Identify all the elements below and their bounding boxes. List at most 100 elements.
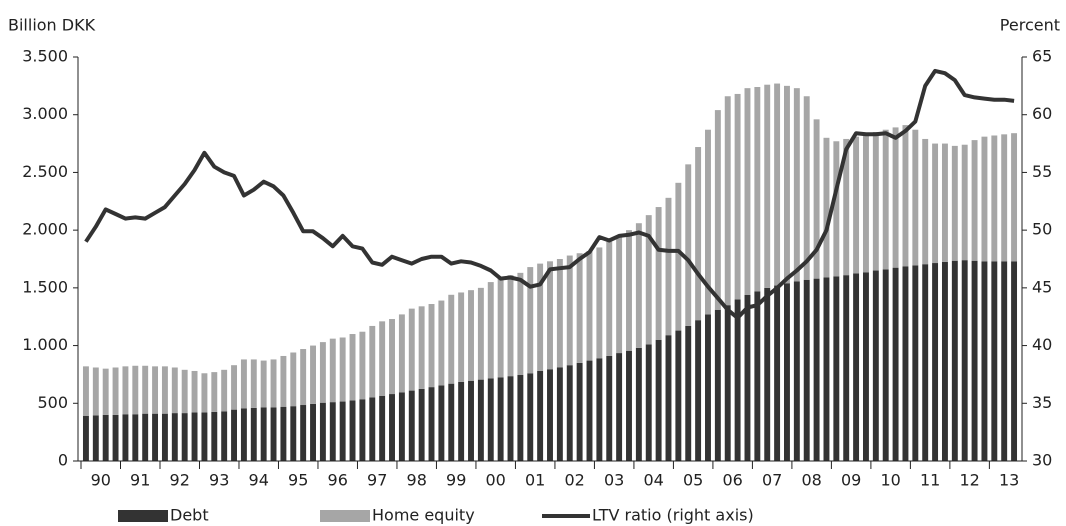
bar	[764, 84, 771, 288]
bar	[991, 261, 998, 461]
bar	[250, 407, 257, 461]
x-tick-label: 94	[249, 471, 269, 490]
y2-axis-title: Percent	[1000, 16, 1060, 35]
bar	[941, 143, 948, 262]
bar	[418, 306, 425, 389]
bar	[102, 414, 109, 461]
bar	[675, 182, 682, 331]
x-tick-label: 03	[604, 471, 624, 490]
bar	[606, 241, 613, 356]
bar	[813, 278, 820, 461]
bar	[853, 136, 860, 274]
bar	[635, 223, 642, 348]
bar	[872, 132, 879, 271]
bar	[152, 413, 159, 461]
bar	[112, 367, 119, 415]
y-tick-label: 3.000	[22, 104, 68, 123]
bar	[349, 334, 356, 401]
x-tick-label: 91	[130, 471, 150, 490]
bar	[132, 365, 139, 415]
bar	[744, 88, 751, 295]
x-tick-label: 98	[407, 471, 427, 490]
bar	[448, 294, 455, 384]
bar	[665, 197, 672, 336]
bar	[754, 291, 761, 461]
bar	[556, 367, 563, 461]
x-tick-label: 05	[683, 471, 703, 490]
bar	[152, 366, 159, 414]
bar	[231, 365, 238, 410]
bar	[843, 275, 850, 461]
bar	[922, 138, 929, 265]
bar	[250, 359, 257, 408]
bar	[171, 413, 178, 461]
bar	[507, 275, 514, 377]
bar	[606, 355, 613, 461]
bar	[951, 260, 958, 461]
bar	[1011, 133, 1018, 262]
bar	[675, 330, 682, 461]
bar	[477, 287, 484, 380]
bar	[231, 409, 238, 461]
bar	[685, 164, 692, 326]
bar	[596, 358, 603, 461]
bar	[724, 96, 731, 306]
bar	[823, 137, 830, 278]
bar	[862, 272, 869, 461]
bar	[487, 378, 494, 461]
y2-tick-label: 50	[1032, 220, 1052, 239]
bar	[211, 411, 218, 461]
legend-swatch	[118, 510, 168, 522]
bar	[349, 400, 356, 461]
y-tick-label: 500	[37, 393, 68, 412]
bar	[191, 412, 198, 461]
bar	[991, 135, 998, 262]
y-tick-label: 2.500	[22, 162, 68, 181]
bar	[586, 360, 593, 461]
bar	[270, 407, 277, 461]
x-tick-label: 12	[959, 471, 979, 490]
bar	[240, 359, 247, 409]
bar	[300, 405, 307, 461]
bar	[645, 344, 652, 461]
bar	[655, 339, 662, 461]
bar	[892, 127, 899, 268]
legend-label: LTV ratio (right axis)	[592, 506, 754, 525]
bar	[191, 370, 198, 413]
x-tick-label: 96	[328, 471, 348, 490]
bar	[389, 319, 395, 395]
bar	[912, 129, 919, 266]
bar	[793, 281, 800, 461]
bar	[951, 145, 958, 261]
bar	[714, 309, 721, 461]
bar	[902, 266, 909, 461]
bar	[616, 353, 623, 461]
bar	[201, 412, 208, 461]
bar	[547, 261, 553, 370]
bar	[912, 265, 919, 461]
bar	[872, 270, 879, 461]
bar	[517, 272, 524, 376]
bar	[833, 276, 840, 461]
bar	[468, 380, 474, 461]
bar	[398, 392, 405, 461]
bar	[566, 255, 573, 366]
bar	[319, 342, 326, 403]
bar	[260, 407, 267, 461]
bar	[359, 331, 366, 400]
bar	[181, 413, 188, 461]
bar	[122, 414, 129, 461]
bar	[132, 414, 139, 461]
bar	[270, 359, 277, 408]
x-tick-label: 13	[999, 471, 1019, 490]
bar	[1001, 134, 1008, 262]
bar	[408, 390, 415, 461]
bar	[537, 263, 544, 371]
x-tick-label: 90	[91, 471, 111, 490]
y-tick-label: 1.500	[22, 277, 68, 296]
bar	[339, 337, 346, 402]
bar	[92, 415, 99, 461]
bar	[635, 347, 642, 461]
bar	[774, 83, 781, 286]
bar	[576, 362, 583, 461]
